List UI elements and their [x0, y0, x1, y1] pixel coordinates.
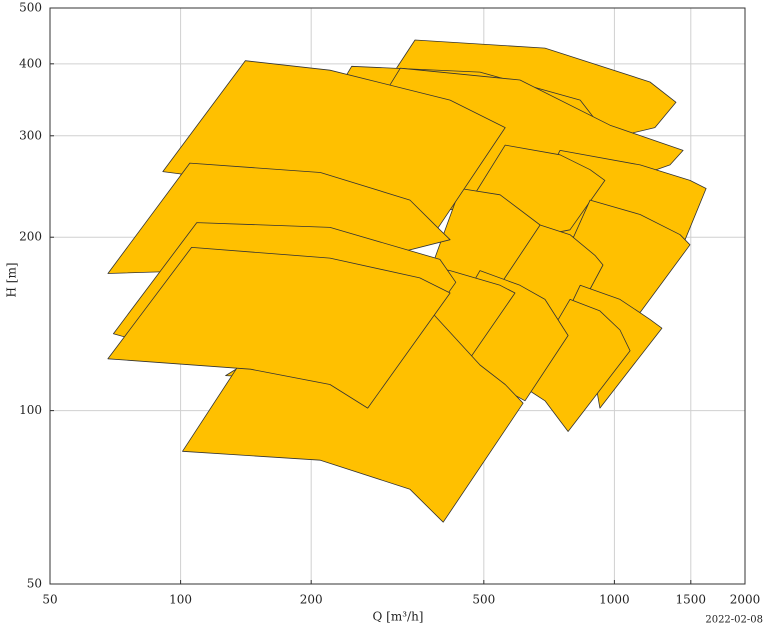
x-tick-label: 500: [472, 593, 495, 607]
x-tick-label: 50: [42, 593, 57, 607]
x-tick-label: 2000: [730, 593, 761, 607]
x-tick-label: 1000: [599, 593, 630, 607]
y-tick-label: 100: [19, 403, 42, 417]
y-tick-label: 50: [27, 577, 42, 591]
performance-area: [107, 247, 451, 409]
plot-frame: [49, 7, 746, 585]
x-tick-label: 200: [300, 593, 323, 607]
x-axis-label: Q [m³/h]: [373, 610, 424, 624]
x-tick-label: 100: [169, 593, 192, 607]
y-tick-label: 400: [19, 56, 42, 70]
date-stamp: 2022-02-08: [705, 615, 763, 626]
y-tick-label: 300: [19, 128, 42, 142]
y-axis-label: H [m]: [5, 262, 19, 297]
pump-curves: [107, 39, 707, 523]
y-tick-label: 500: [19, 1, 42, 15]
y-tick-label: 200: [19, 230, 42, 244]
x-tick-label: 1500: [676, 593, 707, 607]
axis-labels: 50 100 200 500 1000 1500 2000 50 100 200 300 400 500: [19, 1, 760, 607]
